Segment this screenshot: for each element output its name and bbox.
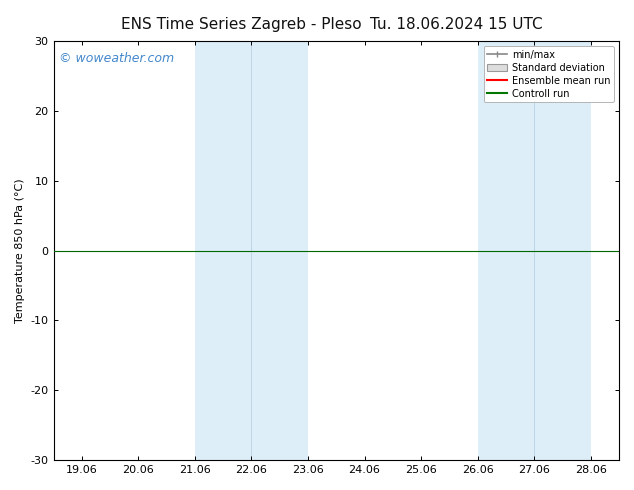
Text: Tu. 18.06.2024 15 UTC: Tu. 18.06.2024 15 UTC <box>370 17 543 32</box>
Text: ENS Time Series Zagreb - Pleso: ENS Time Series Zagreb - Pleso <box>120 17 361 32</box>
Legend: min/max, Standard deviation, Ensemble mean run, Controll run: min/max, Standard deviation, Ensemble me… <box>484 46 614 102</box>
Y-axis label: Temperature 850 hPa (°C): Temperature 850 hPa (°C) <box>15 178 25 323</box>
Bar <box>477 41 534 460</box>
Text: © woweather.com: © woweather.com <box>59 51 174 65</box>
Bar <box>252 41 308 460</box>
Bar <box>534 41 591 460</box>
Bar <box>195 41 252 460</box>
